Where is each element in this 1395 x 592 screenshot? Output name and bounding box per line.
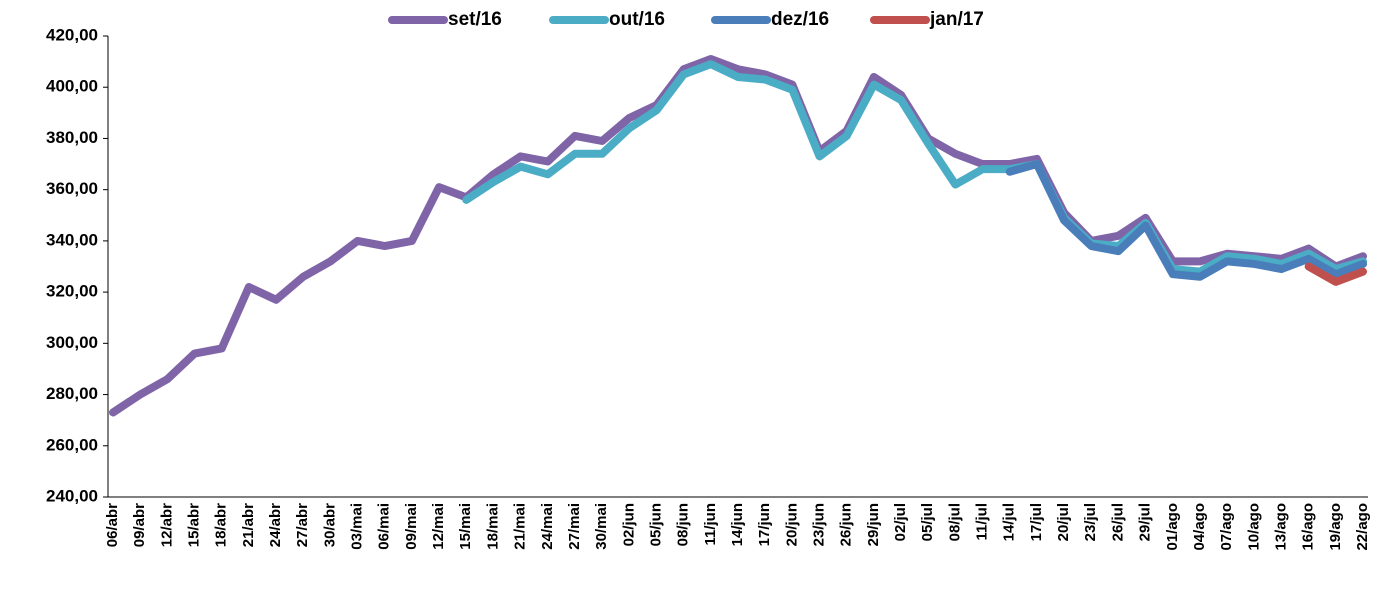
y-tick-label: 400,00 — [46, 77, 98, 96]
x-tick-label: 14/jul — [1001, 503, 1018, 541]
x-tick-label: 30/mai — [593, 503, 610, 550]
x-tick-label: 23/jun — [810, 503, 827, 546]
x-tick-label: 18/mai — [484, 503, 501, 550]
x-tick-label: 23/jul — [1082, 503, 1099, 541]
x-tick-label: 09/mai — [403, 503, 420, 550]
y-tick-label: 300,00 — [46, 333, 98, 352]
x-tick-label: 21/abr — [240, 503, 257, 547]
legend-label: set/16 — [448, 9, 502, 30]
x-tick-label: 26/jul — [1109, 503, 1126, 541]
y-tick-label: 420,00 — [46, 25, 98, 44]
y-tick-label: 340,00 — [46, 230, 98, 249]
x-tick-label: 02/jun — [620, 503, 637, 546]
legend-label: dez/16 — [771, 9, 829, 30]
x-tick-label: 07/ago — [1218, 503, 1235, 551]
x-tick-label: 15/abr — [185, 503, 202, 547]
x-tick-label: 05/jul — [919, 503, 936, 541]
x-tick-label: 18/abr — [213, 503, 230, 547]
x-tick-label: 20/jun — [783, 503, 800, 546]
x-tick-label: 21/mai — [512, 503, 529, 550]
y-tick-label: 320,00 — [46, 282, 98, 301]
series-line — [1304, 262, 1367, 286]
x-tick-label: 19/ago — [1327, 503, 1344, 551]
x-tick-label: 11/jul — [974, 503, 991, 541]
x-tick-label: 17/jul — [1028, 503, 1045, 541]
x-tick-label: 04/ago — [1191, 503, 1208, 551]
x-tick-label: 03/mai — [349, 503, 366, 550]
legend-label: jan/17 — [929, 9, 984, 30]
x-tick-label: 12/abr — [158, 503, 175, 547]
x-tick-label: 29/jun — [865, 503, 882, 546]
x-tick-label: 13/ago — [1272, 503, 1289, 551]
x-tick-label: 17/jun — [756, 503, 773, 546]
x-tick-label: 08/jul — [946, 503, 963, 541]
x-tick-label: 16/ago — [1300, 503, 1317, 551]
x-tick-label: 15/mai — [457, 503, 474, 550]
x-tick-label: 09/abr — [131, 503, 148, 547]
series-line — [1005, 160, 1367, 281]
y-tick-label: 360,00 — [46, 179, 98, 198]
x-tick-label: 22/ago — [1354, 503, 1371, 551]
series-line — [109, 55, 1367, 417]
x-tick-label: 27/abr — [294, 503, 311, 547]
x-tick-label: 01/ago — [1164, 503, 1181, 551]
x-tick-label: 30/abr — [321, 503, 338, 547]
y-tick-label: 260,00 — [46, 435, 98, 454]
legend-label: out/16 — [609, 9, 665, 30]
y-tick-label: 280,00 — [46, 384, 98, 403]
x-tick-label: 27/mai — [566, 503, 583, 550]
x-tick-label: 05/jun — [647, 503, 664, 546]
x-tick-label: 26/jun — [838, 503, 855, 546]
series-line — [462, 60, 1367, 276]
x-tick-label: 12/mai — [430, 503, 447, 550]
x-tick-label: 29/jul — [1137, 503, 1154, 541]
x-tick-label: 06/abr — [104, 503, 121, 547]
x-tick-label: 24/mai — [539, 503, 556, 550]
x-tick-label: 24/abr — [267, 503, 284, 547]
x-tick-label: 08/jun — [675, 503, 692, 546]
y-tick-label: 240,00 — [46, 486, 98, 505]
x-tick-label: 11/jun — [702, 503, 719, 546]
y-tick-label: 380,00 — [46, 128, 98, 147]
x-tick-label: 14/jun — [729, 503, 746, 546]
x-tick-label: 06/mai — [376, 503, 393, 550]
x-tick-label: 20/jul — [1055, 503, 1072, 541]
x-tick-label: 10/ago — [1245, 503, 1262, 551]
x-tick-label: 02/jul — [892, 503, 909, 541]
